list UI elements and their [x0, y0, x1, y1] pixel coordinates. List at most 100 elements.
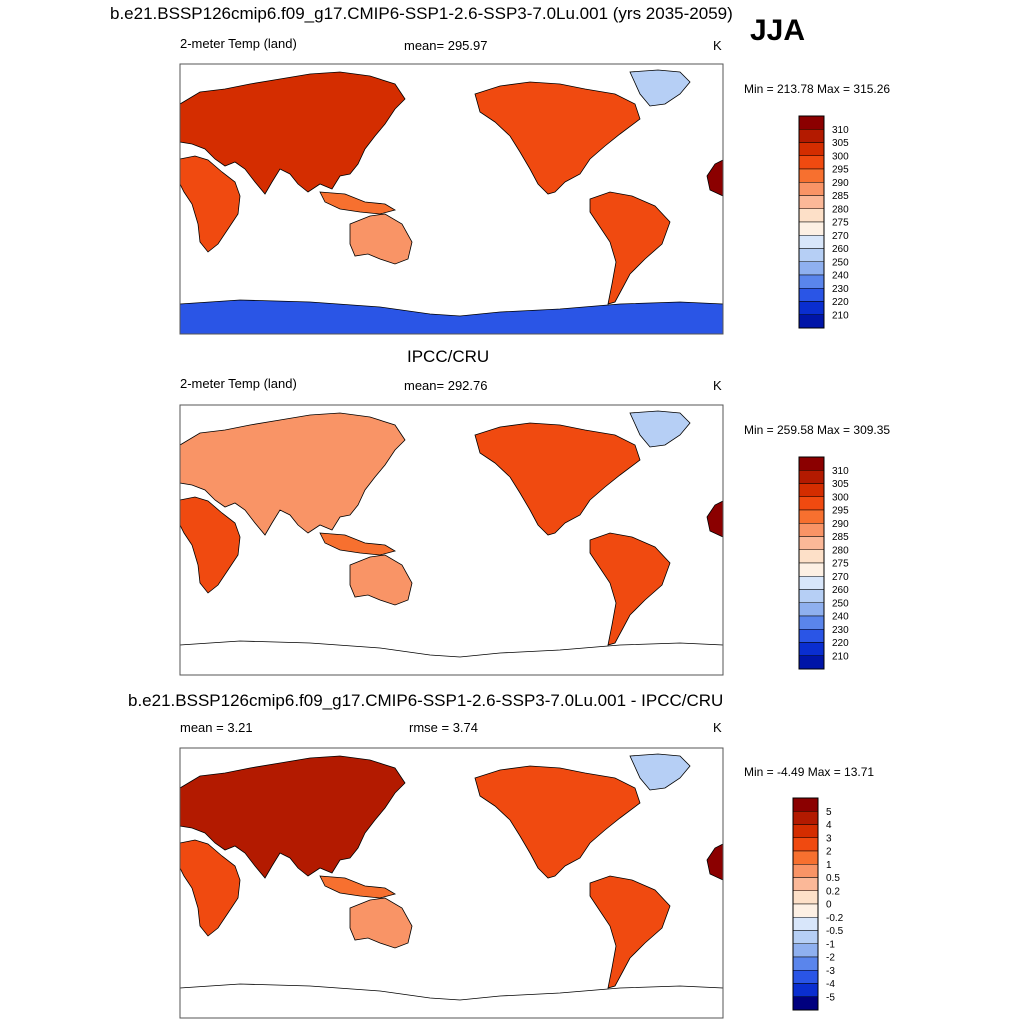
panel3-mean-label: mean = 3.21 — [180, 720, 253, 735]
panel3-colorbar-box — [792, 890, 819, 905]
panel1-colorbar-label: 270 — [832, 231, 849, 242]
figure-title: b.e21.BSSP126cmip6.f09_g17.CMIP6-SSP1-2.… — [110, 4, 733, 23]
panel1-colorbar-label: 305 — [832, 138, 849, 149]
panel2-colorbar-label: 275 — [832, 559, 849, 570]
panel1-land-namerica — [474, 81, 641, 195]
panel2-colorbar-box — [798, 496, 825, 511]
panel3-colorbar-label: -5 — [826, 992, 835, 1003]
panel1-colorbar-label: 210 — [832, 310, 849, 321]
panel1-colorbar-label: 300 — [832, 151, 849, 162]
panel1-colorbar-box — [798, 155, 825, 170]
panel2-colorbar-box — [798, 629, 825, 643]
panel3-colorbar-box — [792, 811, 819, 825]
panel3-colorbar-box — [792, 864, 819, 878]
panel3-colorbar-box — [792, 903, 819, 918]
panel3-land-africa — [179, 839, 241, 937]
panel3-land-seasia — [319, 875, 397, 899]
panel2-land-samerica — [589, 532, 671, 646]
panel1-land-samerica — [589, 191, 671, 305]
panel3-colorbar-label: -1 — [826, 939, 835, 950]
panel1-colorbar-box — [798, 221, 825, 236]
panel2-colorbar-label: 240 — [832, 612, 849, 623]
panel3-colorbar-box — [792, 996, 819, 1011]
panel3-colorbar-label: -2 — [826, 953, 835, 964]
panel3-rmse-label: rmse = 3.74 — [409, 720, 479, 735]
panel2-colorbar-label: 230 — [832, 625, 849, 636]
panel2-variable-label: 2-meter Temp (land) — [180, 376, 297, 391]
panel2-colorbar-label: 220 — [832, 638, 849, 649]
panel1-colorbar-box — [798, 235, 825, 249]
panel1-colorbar-label: 220 — [832, 297, 849, 308]
panel3-colorbar-box — [792, 917, 819, 931]
panel2-land-greenland — [629, 410, 691, 448]
panel2-colorbar-box — [798, 549, 825, 564]
panel1-colorbar-box — [798, 248, 825, 262]
panel2-colorbar-label: 210 — [832, 651, 849, 662]
panel2-colorbar-box — [798, 470, 825, 484]
panel2-colorbar-label: 295 — [832, 506, 849, 517]
panel3-colorbar-box — [792, 837, 819, 852]
panel2-colorbar-label: 310 — [832, 466, 849, 477]
panel3-colorbar-label: 1 — [826, 860, 832, 871]
panel3-land-australia — [349, 897, 413, 949]
panel2-colorbar-label: 305 — [832, 479, 849, 490]
panel2-land-australia — [349, 554, 413, 606]
panel3-colorbar-box — [792, 983, 819, 997]
panel3-colorbar-box — [792, 824, 819, 838]
panel3-colorbar-box — [792, 970, 819, 984]
panel2-colorbar-box — [798, 615, 825, 630]
panel3-colorbar: 5 4 3 2 1 0.5 0.2 0 -0.2 -0.5 -1 -2 -3 -4 -5 — [792, 797, 844, 1011]
season-label: JJA — [750, 14, 806, 47]
panel2-colorbar-box — [798, 536, 825, 550]
panel1-colorbar-label: 240 — [832, 271, 849, 282]
panel3-minmax: Min = -4.49 Max = 13.71 — [744, 765, 875, 779]
panel3-units-label: K — [713, 720, 722, 735]
panel2-land-africa — [179, 496, 241, 594]
panel3-colorbar-box — [792, 850, 819, 865]
panel1-colorbar-box — [798, 314, 825, 329]
panel2-map-frame — [179, 404, 724, 676]
panel1-colorbar-box — [798, 182, 825, 196]
panel3-title: b.e21.BSSP126cmip6.f09_g17.CMIP6-SSP1-2.… — [128, 691, 724, 710]
panel2-colorbar-box — [798, 655, 825, 670]
panel2-units-label: K — [713, 378, 722, 393]
panel2-colorbar-box — [798, 562, 825, 577]
panel1-land-australia — [349, 213, 413, 265]
panel1-colorbar-label: 295 — [832, 165, 849, 176]
panel2-colorbar-label: 285 — [832, 532, 849, 543]
panel3-land-eurasia — [179, 755, 406, 879]
panel2-land-eurasia — [179, 412, 406, 536]
panel3-colorbar-label: -0.5 — [826, 926, 844, 937]
panel3-land-namerica — [474, 765, 641, 879]
panel2-colorbar-label: 280 — [832, 545, 849, 556]
panel1-colorbar-label: 280 — [832, 204, 849, 215]
panel2-land-seasia — [319, 532, 397, 556]
panel2-mean-label: mean= 292.76 — [404, 378, 488, 393]
panel3-map — [179, 747, 724, 1019]
panel1-land-eurasia — [179, 71, 406, 195]
panel2-colorbar-label: 300 — [832, 492, 849, 503]
panel3-land-greenland — [629, 753, 691, 791]
panel3-colorbar-label: -3 — [826, 966, 835, 977]
panel3-colorbar-box — [792, 797, 819, 812]
panel1-units-label: K — [713, 38, 722, 53]
panel1-variable-label: 2-meter Temp (land) — [180, 36, 297, 51]
panel2-colorbar-box — [798, 576, 825, 590]
panel3-colorbar-label: 4 — [826, 820, 832, 831]
panel3-colorbar-label: 2 — [826, 847, 832, 858]
panel1-colorbar-label: 275 — [832, 218, 849, 229]
panel3-colorbar-box — [792, 943, 819, 958]
panel1-colorbar-box — [798, 168, 825, 183]
panel1-land-greenland — [629, 69, 691, 107]
panel1-colorbar-label: 285 — [832, 191, 849, 202]
panel3-colorbar-box — [792, 877, 819, 891]
panel2-colorbar-box — [798, 589, 825, 603]
panel1-colorbar-box — [798, 274, 825, 289]
panel1-mean-label: mean= 295.97 — [404, 38, 488, 53]
panel1-colorbar-label: 250 — [832, 257, 849, 268]
panel2-colorbar-label: 260 — [832, 585, 849, 596]
panel1-colorbar-frame — [798, 115, 825, 329]
panel3-map-frame — [179, 747, 724, 1019]
panel3-colorbar-label: 0.5 — [826, 873, 840, 884]
